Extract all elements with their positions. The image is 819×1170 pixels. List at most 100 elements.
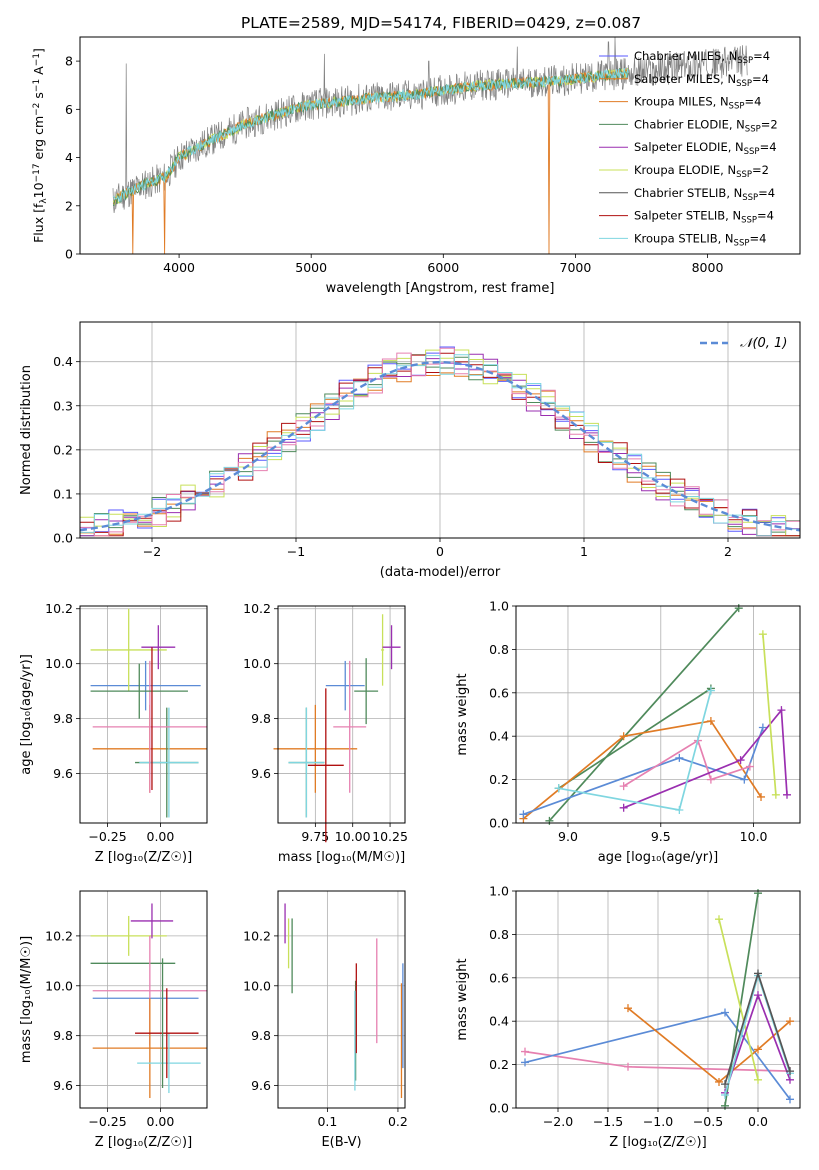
y-tick-label: 0.0 (489, 816, 509, 831)
y-tick-label: 0.3 (53, 398, 73, 413)
model-spectrum-line (112, 67, 629, 206)
weight-marker (554, 784, 563, 793)
weight-marker (721, 1090, 729, 1099)
y-axis-label: age [log₁₀(age/yr)] (19, 654, 34, 775)
x-axis-label: wavelength [Angstrom, rest frame] (326, 281, 555, 296)
y-tick-label: 10.0 (45, 656, 73, 671)
y-tick-label: 1.0 (489, 599, 509, 614)
weight-line (623, 707, 788, 809)
x-tick-label: −0.5 (693, 1114, 723, 1129)
y-tick-label: 10.0 (243, 656, 271, 671)
axes-frame (79, 36, 801, 255)
x-tick-label: 0.0 (748, 1114, 768, 1129)
weight-marker (783, 790, 792, 799)
y-tick-label: 10.2 (45, 928, 73, 943)
y-axis-label: Normed distribution (19, 365, 34, 495)
weight-marker (675, 753, 684, 762)
histogram-step (80, 354, 800, 537)
normal-pdf-curve (80, 360, 800, 532)
weight-line (522, 720, 762, 820)
weight-marker (619, 803, 628, 812)
spectrum-plot-area (112, 37, 748, 254)
weight-marker (624, 1062, 632, 1071)
weight-marker (754, 991, 762, 1000)
x-tick-label: 10.25 (372, 829, 408, 844)
x-tick-label: 1 (580, 544, 588, 559)
y-tick-label: 10.0 (45, 978, 73, 993)
x-tick-label: 8000 (692, 260, 724, 275)
weight-marker (521, 1058, 529, 1067)
axes-frame (515, 890, 801, 1109)
x-axis-label: age [log₁₀(age/yr)] (598, 850, 719, 865)
y-tick-label: 0.8 (489, 927, 509, 942)
y-tick-label: 0 (65, 247, 73, 262)
legend-label: Salpeter STELIB, NSSP=4 (634, 209, 774, 226)
x-tick-label: 9.75 (301, 829, 329, 844)
x-tick-label: 7000 (560, 260, 592, 275)
x-axis-label: Z [log₁₀(Z/Z☉)] (609, 1135, 706, 1150)
weight-marker (736, 756, 745, 765)
x-tick-label: −1.5 (593, 1114, 623, 1129)
y-tick-label: 9.8 (251, 711, 271, 726)
weight-marker (721, 1008, 729, 1017)
legend-label: Kroupa STELIB, NSSP=4 (634, 231, 766, 248)
y-tick-label: 0.8 (489, 642, 509, 657)
weight-marker (519, 810, 528, 819)
mass_vs_Z-panel: −0.25 0.00 9.6 9.8 10.0 10.2 Z [log₁₀(Z/Z☉)] ma… (19, 890, 208, 1150)
x-tick-label: −0.25 (88, 1114, 126, 1129)
weight-marker (706, 717, 715, 726)
weight-marker (740, 775, 749, 784)
y-tick-label: 8 (65, 54, 73, 69)
x-tick-label: 9.0 (558, 829, 578, 844)
x-tick-label: −2.0 (543, 1114, 573, 1129)
x-tick-label: −0.25 (88, 829, 126, 844)
y-axis-label: mass weight (455, 958, 470, 1040)
y-tick-label: 9.6 (53, 766, 73, 781)
weight-marker (754, 1075, 762, 1084)
y-tick-label: 0.6 (489, 685, 509, 700)
weight-marker (786, 1017, 794, 1026)
y-tick-label: 0.2 (53, 442, 73, 457)
y-tick-label: 9.8 (251, 1028, 271, 1043)
age_vs_mass-panel: 9.75 10.00 10.25 9.6 9.8 10.0 10.2 mass [log₁₀(… (243, 601, 408, 865)
y-tick-label: 10.2 (45, 601, 73, 616)
y-tick-label: 6 (65, 102, 73, 117)
y-tick-label: 9.8 (53, 711, 73, 726)
weight-marker (771, 790, 780, 799)
y-tick-label: 10.0 (243, 978, 271, 993)
x-tick-label: −2 (143, 544, 161, 559)
y-tick-label: 0.4 (53, 354, 73, 369)
y-tick-label: 0.4 (489, 1014, 509, 1029)
figure-title: PLATE=2589, MJD=54174, FIBERID=0429, z=0… (241, 14, 641, 32)
legend-label: Salpeter MILES, NSSP=4 (634, 72, 769, 89)
legend-label: 𝒩(0, 1) (740, 336, 787, 351)
weight-marker (754, 969, 762, 978)
x-tick-label: 2 (724, 544, 732, 559)
x-tick-label: −1 (287, 544, 305, 559)
weight-marker (706, 686, 715, 695)
axes-frame (515, 605, 801, 824)
weight-marker (619, 782, 628, 791)
y-axis-label: mass weight (455, 673, 470, 755)
weight-marker (786, 1095, 794, 1104)
weight-marker (521, 1047, 529, 1056)
axes-frame (277, 890, 406, 1109)
x-tick-label: 0.00 (147, 829, 175, 844)
y-tick-label: 9.6 (53, 1078, 73, 1093)
weight-line (623, 739, 751, 787)
weight-marker (758, 723, 767, 732)
legend-label: Salpeter ELODIE, NSSP=4 (634, 140, 777, 157)
model-spectrum-line (112, 68, 629, 206)
x-tick-label: 10.00 (335, 829, 371, 844)
residuals-legend: 𝒩(0, 1) (700, 336, 787, 351)
weight-line (724, 893, 759, 1106)
y-tick-label: 9.8 (53, 1028, 73, 1043)
y-tick-label: 0.0 (489, 1101, 509, 1116)
x-tick-label: 6000 (427, 260, 459, 275)
y-tick-label: 0.6 (489, 970, 509, 985)
spectrum-panel: Chabrier MILES, NSSP=4 Salpeter MILES, NS… (31, 36, 801, 296)
x-tick-label: 10.0 (740, 829, 768, 844)
weight-marker (706, 775, 715, 784)
weight_vs_age-panel: 9.0 9.5 10.0 0.0 0.2 0.4 0.6 0.8 1.0 age [log₁₀(a… (455, 599, 801, 865)
x-tick-label: 5000 (295, 260, 327, 275)
